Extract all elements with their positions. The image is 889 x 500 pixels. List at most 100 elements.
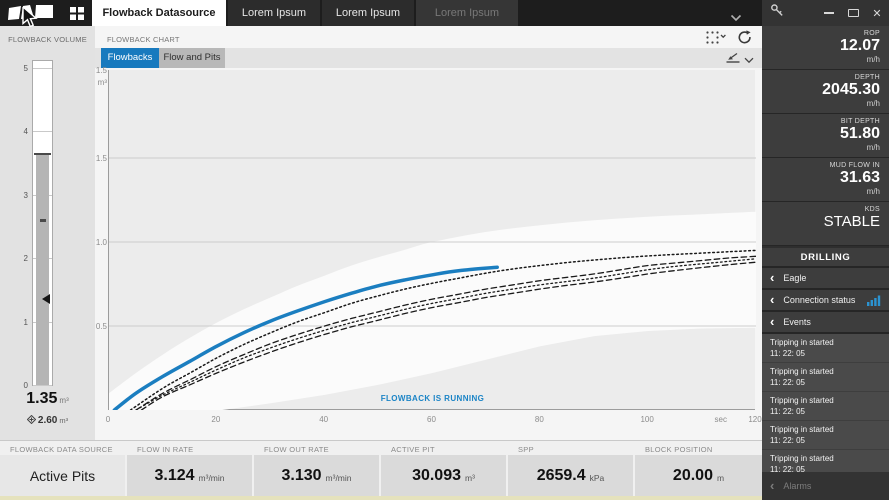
chart-tools-chevron-down-icon[interactable] [744, 51, 754, 69]
close-button[interactable]: ✕ [865, 0, 889, 26]
flowback-chart-title: FLOWBACK CHART [107, 35, 180, 44]
chevron-left-icon: ‹ [770, 292, 775, 307]
settings-key-icon[interactable] [770, 3, 785, 23]
refresh-button[interactable] [736, 30, 752, 51]
tab-flowback-datasource[interactable]: Flowback Datasource [92, 0, 226, 26]
chart-canvas [109, 157, 756, 410]
selection-dotted-square-button[interactable] [706, 31, 726, 50]
kds-value: STABLE [823, 213, 880, 230]
chart-tools [725, 51, 754, 69]
app-grid-button[interactable] [64, 0, 92, 26]
alarms-label: Alarms [783, 481, 812, 491]
tab-lorem-2[interactable]: Lorem Ipsum [322, 0, 414, 26]
eagle-label: Eagle [783, 273, 807, 283]
col-header-flow-in-rate: FLOW IN RATE [137, 445, 194, 454]
target-marker-icon [26, 414, 37, 425]
cell-flowback-data-source[interactable]: Active Pits [0, 455, 125, 496]
grid-icon [70, 7, 84, 20]
zoom-extents-button[interactable] [725, 51, 741, 69]
tab-flow-and-pits[interactable]: Flow and Pits [159, 48, 225, 68]
active-pit-value: 30.093 [412, 466, 461, 484]
sidebar-item-events[interactable]: ‹ Events [762, 312, 889, 334]
tab-flowbacks[interactable]: Flowbacks [101, 48, 159, 68]
flow-out-rate-unit: m³/min [325, 472, 352, 483]
y-axis-unit-label: m³ [97, 78, 107, 87]
event-item[interactable]: Tripping in started 11: 22: 05 [762, 334, 889, 363]
cell-active-pit: 30.093 m³ [381, 455, 506, 496]
depth-unit: m/h [866, 99, 880, 108]
tabbar-chevron-down-icon[interactable] [730, 9, 742, 27]
sidebar-item-connection-status[interactable]: ‹ Connection status [762, 290, 889, 312]
bit-depth-unit: m/h [866, 143, 880, 152]
y-axis-top-label: 1.5 [95, 66, 107, 75]
series-model-dashed-1 [135, 255, 756, 410]
flowback-volume-title: FLOWBACK VOLUME [8, 35, 87, 44]
gauge-tick [33, 131, 52, 133]
event-item[interactable]: Tripping in started 11: 22: 05 [762, 363, 889, 392]
drilling-section-header: DRILLING [762, 248, 889, 268]
metric-tile-depth: DEPTH 2045.30 m/h [762, 70, 889, 114]
flowback-chart-plot[interactable]: FLOWBACK IS RUNNING [108, 70, 756, 410]
gauge-tick-label: 5 [23, 64, 28, 73]
chevron-left-icon: ‹ [770, 270, 775, 285]
flowback-running-status: FLOWBACK IS RUNNING [380, 394, 485, 403]
col-header-flow-out-rate: FLOW OUT RATE [264, 445, 329, 454]
event-time: 11: 22: 05 [770, 435, 805, 445]
gauge-fill [36, 153, 49, 385]
minimize-icon [824, 12, 834, 14]
gauge-tick-label: 4 [23, 127, 28, 137]
metric-tile-rop: ROP 12.07 m/h [762, 26, 889, 70]
sidebar-item-alarms[interactable]: ‹ Alarms [762, 472, 889, 500]
metric-tile-bit-depth: BIT DEPTH 51.80 m/h [762, 114, 889, 158]
expected-envelope-band [109, 211, 756, 410]
block-position-value: 20.00 [672, 466, 713, 484]
gauge-tick-label: 1 [23, 317, 28, 327]
close-icon: ✕ [872, 7, 882, 20]
depth-value: 2045.30 [822, 81, 880, 98]
tab-lorem-3[interactable]: Lorem Ipsum [416, 0, 518, 26]
y-tick-label: 1.0 [95, 238, 107, 247]
chevron-left-icon: ‹ [770, 314, 775, 329]
event-title: Tripping in started [770, 338, 834, 347]
event-time: 11: 22: 05 [770, 348, 805, 358]
bottom-data-bar: FLOWBACK DATA SOURCE FLOW IN RATE FLOW O… [0, 440, 762, 500]
volume-unit: m³ [59, 396, 69, 405]
x-tick-label: 100 [640, 415, 654, 424]
event-title: Tripping in started [770, 454, 834, 463]
spp-value: 2659.4 [536, 466, 586, 484]
col-header-active-pit: ACTIVE PIT [391, 445, 435, 454]
col-header-block-position: BLOCK POSITION [645, 445, 713, 454]
col-header-spp: SPP [518, 445, 534, 454]
active-pit-unit: m³ [465, 472, 475, 483]
signal-strength-icon [867, 295, 881, 306]
tab-lorem-1[interactable]: Lorem Ipsum [228, 0, 320, 26]
x-tick-label: 0 [105, 415, 111, 424]
x-tick-label: 20 [211, 415, 221, 424]
event-item[interactable]: Tripping in started 11: 22: 05 [762, 392, 889, 421]
col-header-flowback-data-source: FLOWBACK DATA SOURCE [10, 445, 113, 454]
sidebar-item-eagle[interactable]: ‹ Eagle [762, 268, 889, 290]
titlebar: Flowback Datasource Lorem Ipsum Lorem Ip… [0, 0, 889, 28]
maximize-icon [847, 9, 859, 17]
event-time: 11: 22: 05 [770, 464, 805, 474]
event-item[interactable]: Tripping in started 11: 22: 05 [762, 421, 889, 450]
connection-status-label: Connection status [783, 295, 856, 305]
x-tick-label: 120 [748, 415, 762, 424]
maximize-button[interactable] [841, 0, 865, 26]
bottom-accent-strip [0, 496, 762, 500]
flowback-chart-panel: FLOWBACK CHART Flowba [95, 26, 762, 440]
flow-in-rate-value: 3.124 [154, 466, 195, 484]
x-tick-label: 40 [319, 415, 329, 424]
series-actual-flowback [112, 265, 499, 410]
event-title: Tripping in started [770, 367, 834, 376]
series-model-dotted-1 [129, 249, 756, 410]
cell-block-position: 20.00 m [635, 455, 762, 496]
chart-tabstrip: Flowbacks Flow and Pits [95, 48, 762, 68]
x-tick-label: 60 [427, 415, 436, 424]
series-model-dashed-2 [140, 261, 756, 410]
y-tick-label: 1.5 [95, 154, 107, 163]
minimize-button[interactable] [817, 0, 841, 26]
app-logo[interactable] [0, 0, 62, 26]
cell-spp: 2659.4 kPa [508, 455, 633, 496]
flow-in-rate-unit: m³/min [198, 472, 225, 483]
